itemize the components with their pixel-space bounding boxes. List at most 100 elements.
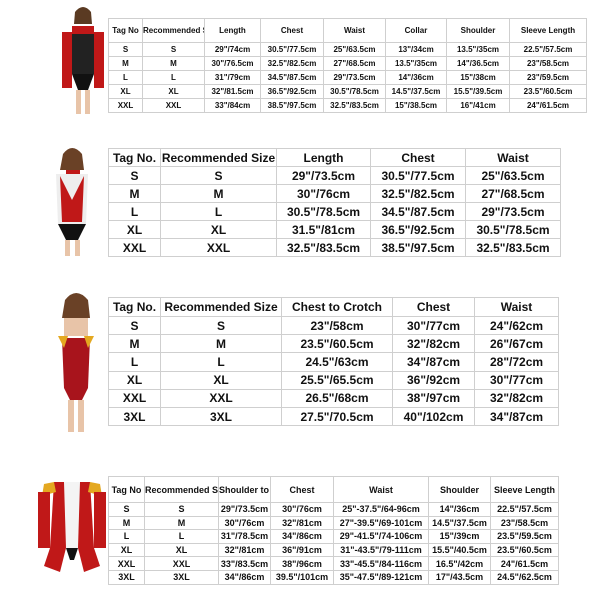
cell: 32"/82cm [392, 334, 475, 354]
costume-image [56, 148, 88, 256]
data-row: 3XL 3XL 34"/86cm 39.5"/101cm 35"-47.5"/89-12… [108, 569, 559, 585]
cell: 33"/83.5cm [218, 556, 271, 571]
cell: 30"/77cm [392, 315, 475, 336]
data-row: XXL XXL 32.5"/83.5cm 38.5"/97.5cm 32.5"/83.5… [108, 238, 561, 257]
cell: M [108, 56, 143, 71]
cell: 30"/76cm [276, 184, 371, 203]
header-cell: Recommended Size [144, 476, 219, 503]
cell: 34"/87cm [392, 352, 475, 372]
cell: 32.5"/83.5cm [465, 238, 561, 257]
cell: 25"/63.5cm [465, 166, 561, 185]
header-cell: Shoulder to Crotch [218, 476, 271, 503]
header-row: Tag No. Recommended Size Chest to Crotch Ch… [108, 297, 559, 317]
cell: 22.5"/57.5cm [509, 42, 587, 57]
cell: 25"-37.5"/64-96cm [333, 502, 429, 517]
cell: 16"/41cm [446, 98, 510, 113]
cell: 34"/86cm [218, 569, 271, 585]
cell: 24"/62cm [474, 315, 559, 336]
cell: 23.5"/60.5cm [490, 542, 559, 558]
header-cell: Chest to Crotch [281, 297, 393, 317]
cell: 3XL [144, 569, 219, 585]
cell: XL [142, 84, 205, 99]
cell: 30"/76cm [270, 502, 334, 517]
data-row: L L 31"/79cm 34.5"/87.5cm 29"/73.5cm 14"/36cm… [108, 70, 587, 85]
cell: 36.5"/92.5cm [370, 220, 466, 239]
cell: 38.5"/97.5cm [260, 98, 324, 113]
cell: L [108, 202, 161, 221]
cell: XL [108, 84, 143, 99]
header-cell: Waist [323, 18, 386, 43]
cell: 22.5"/57.5cm [490, 502, 559, 517]
cell: 36"/92cm [392, 370, 475, 390]
cell: M [108, 515, 145, 531]
header-row: Tag No. Recommended Size Length Chest Waist [108, 148, 561, 167]
header-cell: Waist [465, 148, 561, 167]
cell: 28"/72cm [474, 352, 559, 372]
cell: 32.5"/82.5cm [370, 184, 466, 203]
cell: 27"/68.5cm [465, 184, 561, 203]
data-row: XL XL 32"/81.5cm 36.5"/92.5cm 30.5"/78.5cm 14… [108, 84, 587, 99]
cell: XL [108, 220, 161, 239]
cell: 26"/67cm [474, 334, 559, 354]
cell: 26.5"/68cm [281, 388, 393, 408]
cell: 40"/102cm [392, 406, 475, 427]
cell: 39.5"/101cm [270, 569, 334, 585]
costume-image [58, 293, 94, 432]
cell: XXL [142, 98, 205, 113]
cell: XXL [144, 556, 219, 571]
data-row: M M 23.5"/60.5cm 32"/82cm 26"/67cm [108, 334, 559, 354]
cell: XXL [160, 388, 282, 408]
size-table: Tag No. Recommended Size Length Chest Waist S… [108, 148, 561, 257]
data-row: L L 30.5"/78.5cm 34.5"/87.5cm 29"/73.5cm [108, 202, 561, 221]
cell: 23"/58cm [281, 315, 393, 336]
header-cell: Chest [370, 148, 466, 167]
cell: S [108, 166, 161, 185]
cell: 14"/36.5cm [446, 56, 510, 71]
cell: 15.5"/39.5cm [446, 84, 510, 99]
cell: 24"/61.5cm [490, 556, 559, 571]
cell: L [144, 529, 219, 544]
cell: 29"/73.5cm [218, 502, 271, 517]
cell: M [160, 184, 277, 203]
header-cell: Tag No. [108, 297, 161, 317]
cell: 13.5"/35cm [385, 56, 447, 71]
cell: S [108, 315, 161, 336]
cell: 15.5"/40.5cm [428, 542, 491, 558]
cell: 23.5"/60.5cm [281, 334, 393, 354]
cell: 36"/91cm [270, 542, 334, 558]
cell: L [108, 529, 145, 544]
data-row: M M 30"/76.5cm 32.5"/82.5cm 27"/68.5cm 13.5"/… [108, 56, 587, 71]
data-row: S S 29"/74cm 30.5"/77.5cm 25"/63.5cm 13"/34cm… [108, 42, 587, 57]
costume-image [62, 7, 104, 114]
header-cell: Tag No [108, 18, 143, 43]
cell: S [160, 166, 277, 185]
cell: 30.5"/78.5cm [276, 202, 371, 221]
header-cell: Sleeve Length [509, 18, 587, 43]
cell: 3XL [108, 406, 161, 427]
header-cell: Chest [270, 476, 334, 503]
header-cell: Waist [474, 297, 559, 317]
cell: M [108, 334, 161, 354]
cell: L [160, 352, 282, 372]
cell: S [108, 42, 143, 57]
cell: 13.5"/35cm [446, 42, 510, 57]
header-cell: Chest [392, 297, 475, 317]
cell: L [160, 202, 277, 221]
costume-image [38, 482, 106, 572]
cell: 32.5"/83.5cm [323, 98, 386, 113]
cell: 29"-41.5"/74-106cm [333, 529, 429, 544]
cell: 29"/74cm [204, 42, 261, 57]
cell: 27"/68.5cm [323, 56, 386, 71]
cell: L [108, 352, 161, 372]
cell: 30.5"/78.5cm [323, 84, 386, 99]
cell: 30.5"/78.5cm [465, 220, 561, 239]
data-row: XXL XXL 33"/83.5cm 38"/96cm 33"-45.5"/84-116… [108, 556, 559, 571]
cell: 36.5"/92.5cm [260, 84, 324, 99]
cell: 24.5"/63cm [281, 352, 393, 372]
cell: 24"/61.5cm [509, 98, 587, 113]
cell: M [108, 184, 161, 203]
cell: 31"-43.5"/79-111cm [333, 542, 429, 558]
cell: XL [160, 370, 282, 390]
